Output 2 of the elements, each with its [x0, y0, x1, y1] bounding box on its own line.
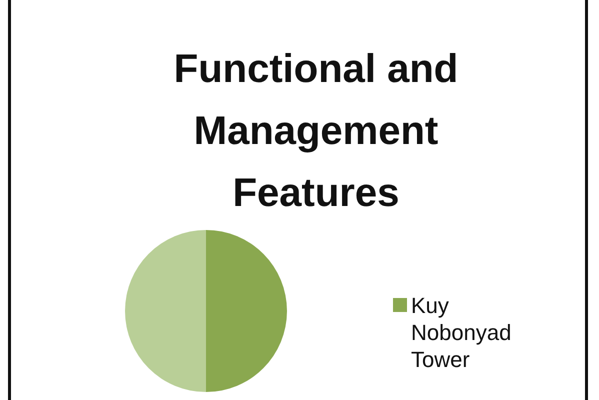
chart-title: Functional and Management Features — [172, 46, 460, 217]
legend-label: Kuy Nobonyad Tower — [411, 292, 512, 373]
